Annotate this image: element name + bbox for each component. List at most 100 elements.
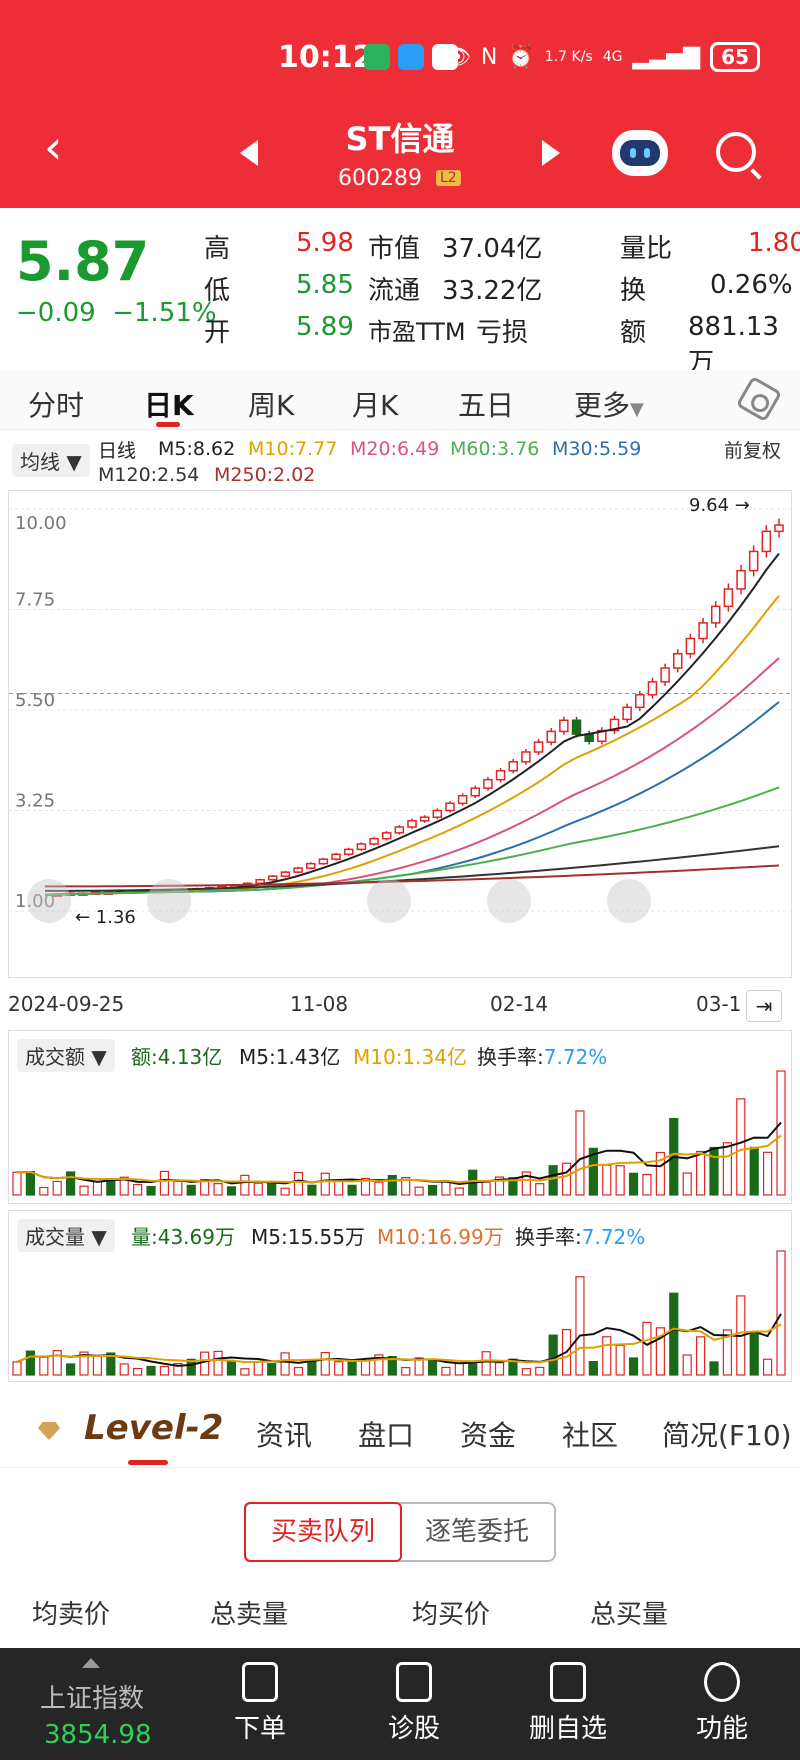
m60-line xyxy=(44,786,780,896)
volume-bar xyxy=(776,1070,786,1196)
segment-order-queue[interactable]: 买卖队列 xyxy=(244,1502,402,1562)
volume-bar xyxy=(749,1146,759,1196)
max-price-label: 9.64 → xyxy=(689,495,750,516)
nav-diagnose[interactable]: 诊股 xyxy=(354,1662,474,1745)
volume-bar xyxy=(347,1184,357,1196)
volume-bar xyxy=(200,1178,210,1196)
tab-weekly-k[interactable]: 周K xyxy=(248,389,295,422)
index-value: 3854.98 xyxy=(44,1720,152,1750)
volume-bar xyxy=(548,1165,558,1196)
volume-bar xyxy=(736,1098,746,1196)
tab-news[interactable]: 资讯 xyxy=(256,1419,313,1452)
tab-monthly-k[interactable]: 月K xyxy=(352,389,399,422)
candle-body xyxy=(470,787,481,797)
volume-svg xyxy=(12,1250,786,1376)
m30-line xyxy=(44,701,780,896)
volume-bar xyxy=(334,1361,344,1376)
quote-value: 亏损 xyxy=(476,318,529,348)
volume-bar xyxy=(39,1356,49,1376)
ma60-label: M60:3.76 xyxy=(450,438,540,460)
adjust-mode[interactable]: 前复权 xyxy=(724,440,782,462)
volume-bar xyxy=(387,1355,397,1376)
indicator-label: 均线 xyxy=(20,450,60,474)
nav-label: 下单 xyxy=(233,1714,286,1744)
volume-bar xyxy=(642,1173,652,1196)
nav-remove-watchlist[interactable]: 删自选 xyxy=(508,1662,628,1745)
volume-bar xyxy=(535,1366,545,1376)
tab-level2[interactable]: Level-2 xyxy=(84,1408,224,1448)
tab-five-day[interactable]: 五日 xyxy=(458,389,515,422)
tab-f10[interactable]: 简况(F10) xyxy=(662,1419,792,1452)
settings-icon[interactable] xyxy=(735,375,783,423)
nav-order[interactable]: 下单 xyxy=(200,1662,320,1745)
tab-funds[interactable]: 资金 xyxy=(460,1419,517,1452)
candle-body xyxy=(394,826,405,834)
back-button[interactable]: ‹ xyxy=(44,120,63,174)
detail-tabs: Level-2 资讯 盘口 资金 社区 简况(F10) xyxy=(0,1392,800,1468)
amount-chart[interactable]: 成交额 ▼ 额:4.13亿 M5:1.43亿 M10:1.34亿 换手率:7.7… xyxy=(8,1030,792,1204)
volume-bar xyxy=(293,1366,304,1376)
candle-body xyxy=(306,862,316,869)
eye-icon: 👁 xyxy=(442,44,471,70)
candle-body xyxy=(495,769,506,781)
expand-icon[interactable] xyxy=(82,1658,100,1668)
quote-label: 量比 xyxy=(620,234,673,264)
next-stock-button[interactable] xyxy=(542,140,560,166)
candle-body xyxy=(774,524,784,533)
volume-bar xyxy=(642,1321,652,1376)
candle-body xyxy=(673,652,683,669)
volume-bar xyxy=(695,1150,706,1196)
battery-indicator: 65 xyxy=(710,42,760,72)
col-avg-bid: 均买价 xyxy=(412,1600,491,1630)
kline-chart[interactable]: 10.00 7.75 5.50 3.25 1.00 9.64 → ← 1.36 xyxy=(8,490,792,978)
volume-bar xyxy=(628,1172,639,1196)
zoom-in-button xyxy=(147,879,191,923)
volume-bar xyxy=(213,1182,223,1196)
tab-more[interactable]: 更多▼ xyxy=(574,384,644,424)
indicator-select[interactable]: 均线 ▼ xyxy=(12,444,90,477)
prev-stock-button[interactable] xyxy=(240,140,258,166)
scroll-to-latest-button[interactable]: ⇥ xyxy=(746,990,782,1022)
tab-community[interactable]: 社区 xyxy=(562,1419,619,1452)
volume-bar xyxy=(535,1183,545,1196)
volume-bar xyxy=(267,1182,277,1196)
volume-bar xyxy=(119,1176,129,1196)
amount-indicator-select[interactable]: 成交额 ▼ xyxy=(17,1039,115,1072)
amount-svg xyxy=(12,1070,786,1196)
search-icon[interactable] xyxy=(716,132,756,172)
fullscreen-button xyxy=(607,879,651,923)
robot-assistant-icon[interactable] xyxy=(612,130,668,176)
volume-indicator-select[interactable]: 成交量 ▼ xyxy=(17,1219,115,1252)
quote-label: 市值 xyxy=(368,234,421,264)
candle-body xyxy=(685,637,696,655)
volume-bar xyxy=(320,1351,330,1376)
volume-bar xyxy=(307,1184,317,1196)
volume-bar xyxy=(414,1357,424,1376)
y-tick-label: 10.00 xyxy=(15,513,67,534)
volume-bar xyxy=(25,1171,36,1196)
quote-row: 低 5.85 流通 33.22亿 换 0.26% xyxy=(200,266,800,308)
volume-bar xyxy=(615,1344,625,1376)
volume-bar xyxy=(722,1329,732,1376)
volume-bar xyxy=(119,1363,129,1376)
status-bar: 10:12 👁 N ⏰ 1.7 K/s 4G ▂▃▅▇ 65 xyxy=(0,38,800,78)
volume-bar xyxy=(454,1362,464,1376)
index-name[interactable]: 上证指数 xyxy=(40,1684,145,1714)
nav-functions[interactable]: 功能 xyxy=(662,1662,782,1745)
candle-body xyxy=(521,751,531,763)
tab-orderbook[interactable]: 盘口 xyxy=(358,1419,415,1452)
segment-tick-orders[interactable]: 逐笔委托 xyxy=(424,1517,529,1547)
volume-bar xyxy=(481,1351,491,1376)
tab-daily-k[interactable]: 日K xyxy=(144,389,194,422)
tab-timeshare[interactable]: 分时 xyxy=(28,389,85,422)
period-tabs: 分时 日K 周K 月K 五日 更多▼ xyxy=(0,370,800,430)
stock-name: ST信通 xyxy=(345,120,455,158)
volume-bar xyxy=(762,1151,773,1196)
candle-body xyxy=(635,694,645,709)
candle-body xyxy=(255,878,265,885)
signal-icon: ▂▃▅▇ xyxy=(632,44,701,70)
quote-label: 流通 xyxy=(368,276,421,306)
volume-bar xyxy=(602,1336,612,1376)
volume-chart[interactable]: 成交量 ▼ 量:43.69万 M5:15.55万 M10:16.99万 换手率:… xyxy=(8,1210,792,1382)
change-value: −0.09 xyxy=(16,298,96,328)
